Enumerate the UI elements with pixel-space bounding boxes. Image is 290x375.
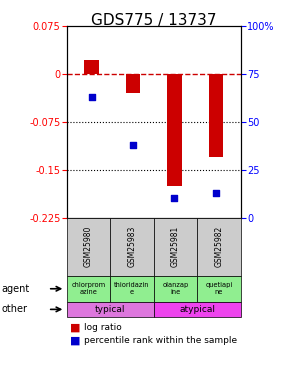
- Text: typical: typical: [95, 305, 126, 314]
- Point: [172, 195, 177, 201]
- Bar: [84, 60, 99, 74]
- Text: GSM25982: GSM25982: [214, 226, 224, 267]
- Point: [131, 142, 135, 148]
- Text: olanzap
ine: olanzap ine: [162, 282, 188, 295]
- Text: percentile rank within the sample: percentile rank within the sample: [84, 336, 237, 345]
- Text: chlorprom
azine: chlorprom azine: [71, 282, 106, 295]
- Bar: [167, 74, 182, 186]
- Text: ■: ■: [70, 322, 80, 333]
- Text: thioridazin
e: thioridazin e: [114, 282, 150, 295]
- Bar: [126, 74, 140, 93]
- Text: atypical: atypical: [179, 305, 215, 314]
- Text: GSM25980: GSM25980: [84, 226, 93, 267]
- Point: [89, 94, 94, 100]
- Text: quetiapi
ne: quetiapi ne: [205, 282, 233, 295]
- Text: agent: agent: [1, 284, 30, 294]
- Text: log ratio: log ratio: [84, 322, 122, 332]
- Text: GSM25983: GSM25983: [127, 226, 137, 267]
- Bar: [209, 74, 223, 157]
- Text: other: other: [1, 304, 28, 314]
- Point: [213, 190, 218, 196]
- Text: GDS775 / 13737: GDS775 / 13737: [91, 13, 216, 28]
- Text: GSM25981: GSM25981: [171, 226, 180, 267]
- Text: ■: ■: [70, 336, 80, 346]
